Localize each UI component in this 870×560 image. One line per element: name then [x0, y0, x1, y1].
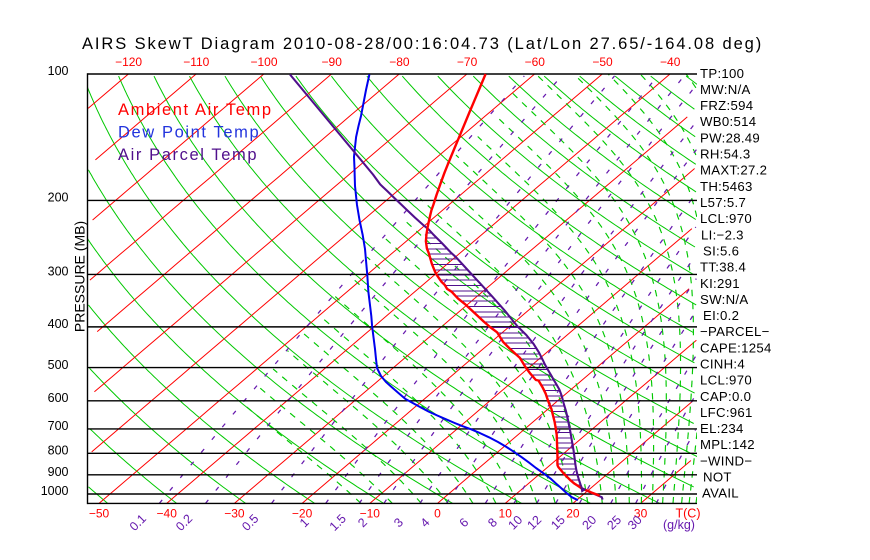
svg-text:−70: −70 [457, 55, 478, 69]
svg-text:−40: −40 [157, 507, 178, 521]
svg-text:CAPE:1254: CAPE:1254 [700, 340, 772, 355]
svg-text:−100: −100 [250, 55, 277, 69]
svg-text:700: 700 [48, 419, 69, 433]
svg-text:(g/kg): (g/kg) [663, 518, 695, 532]
svg-text:Air Parcel Temp: Air Parcel Temp [118, 146, 258, 164]
svg-text:LFC:961: LFC:961 [700, 405, 753, 420]
svg-text:500: 500 [48, 358, 69, 372]
svg-text:−10: −10 [360, 507, 381, 521]
svg-text:30: 30 [634, 507, 648, 521]
svg-text:Ambient Air Temp: Ambient Air Temp [118, 101, 273, 119]
svg-text:MPL:142: MPL:142 [700, 437, 755, 452]
svg-text:0: 0 [434, 507, 441, 521]
svg-text:10: 10 [499, 507, 513, 521]
svg-text:WB0:514: WB0:514 [700, 114, 756, 129]
svg-text:Dew Point Temp: Dew Point Temp [118, 124, 260, 142]
svg-text:LI:−2.3: LI:−2.3 [701, 227, 744, 242]
svg-text:PW:28.49: PW:28.49 [700, 130, 760, 145]
svg-text:−80: −80 [389, 55, 410, 69]
svg-text:600: 600 [48, 391, 69, 405]
svg-text:−110: −110 [183, 55, 209, 69]
svg-text:20: 20 [566, 507, 580, 521]
svg-text:CINH:4: CINH:4 [700, 357, 745, 372]
svg-text:FRZ:594: FRZ:594 [700, 98, 753, 113]
svg-text:AVAIL: AVAIL [702, 486, 739, 501]
svg-text:MAXT:27.2: MAXT:27.2 [700, 163, 767, 178]
svg-text:SW:N/A: SW:N/A [700, 292, 748, 307]
svg-text:SI:5.6: SI:5.6 [703, 243, 739, 258]
svg-text:−30: −30 [224, 507, 245, 521]
svg-text:200: 200 [48, 191, 69, 205]
svg-text:−50: −50 [89, 507, 110, 521]
svg-text:400: 400 [48, 317, 69, 331]
svg-text:900: 900 [48, 465, 69, 479]
svg-text:LCL:970: LCL:970 [700, 211, 752, 226]
svg-text:AIRS SkewT Diagram 2010-08-28/: AIRS SkewT Diagram 2010-08-28/00:16:04.7… [82, 35, 763, 53]
svg-text:L57:5.7: L57:5.7 [700, 195, 746, 210]
svg-text:1000: 1000 [41, 484, 69, 498]
svg-text:TT:38.4: TT:38.4 [700, 260, 746, 275]
svg-text:−50: −50 [592, 55, 613, 69]
svg-text:100: 100 [48, 64, 69, 78]
svg-text:−20: −20 [292, 507, 313, 521]
svg-text:PRESSURE (MB): PRESSURE (MB) [72, 221, 88, 332]
svg-text:−WIND−: −WIND− [700, 453, 752, 468]
svg-text:−PARCEL−: −PARCEL− [700, 324, 770, 339]
svg-text:−40: −40 [660, 55, 681, 69]
svg-text:TP:100: TP:100 [700, 66, 744, 81]
svg-text:KI:291: KI:291 [700, 276, 740, 291]
svg-text:NOT: NOT [703, 470, 732, 485]
svg-text:LCL:970: LCL:970 [700, 373, 752, 388]
svg-text:T(C): T(C) [676, 507, 701, 521]
svg-text:MW:N/A: MW:N/A [700, 82, 751, 97]
svg-text:300: 300 [48, 265, 69, 279]
svg-text:−60: −60 [525, 55, 546, 69]
svg-text:800: 800 [48, 444, 69, 458]
svg-text:−120: −120 [115, 55, 142, 69]
svg-text:RH:54.3: RH:54.3 [700, 147, 750, 162]
svg-text:EL:234: EL:234 [700, 421, 744, 436]
svg-text:EI:0.2: EI:0.2 [703, 308, 739, 323]
svg-text:TH:5463: TH:5463 [700, 179, 753, 194]
svg-text:CAP:0.0: CAP:0.0 [700, 389, 751, 404]
svg-text:−90: −90 [322, 55, 343, 69]
